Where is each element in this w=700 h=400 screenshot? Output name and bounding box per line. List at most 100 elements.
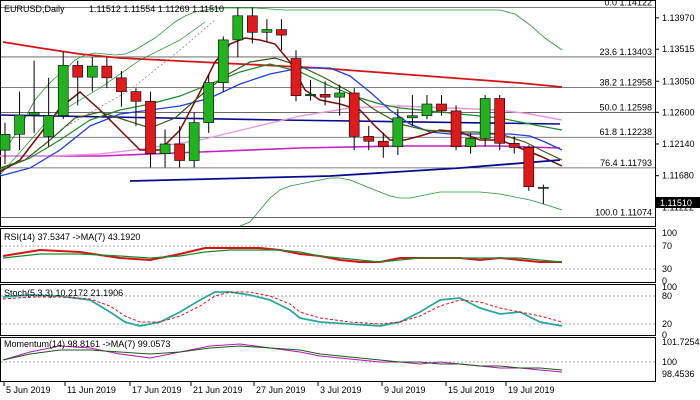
sub-axis-label: 20 xyxy=(662,319,672,329)
fib-level-label: 23.6 1.13403 xyxy=(599,47,652,57)
bull-candle xyxy=(203,82,214,123)
ma-olive xyxy=(0,57,563,169)
momentum-panel-frame xyxy=(0,337,656,382)
bear-candle xyxy=(377,140,389,148)
price-tick-label: 1.13515 xyxy=(662,44,695,54)
time-axis: 5 Jun 2019 11 Jun 2019 17 Jun 2019 21 Jun 2… xyxy=(3,382,555,395)
fib-labels: 0.0 1.14122 23.6 1.13403 38.2 1.12958 50.0 … xyxy=(595,0,652,217)
bull-candle xyxy=(261,29,273,33)
fib-level-label: 100.0 1.11074 xyxy=(595,207,652,217)
price-badge xyxy=(656,197,700,208)
time-tick-label: 15 Jul 2019 xyxy=(448,385,495,395)
rsi-line xyxy=(2,247,562,263)
bear-candle xyxy=(101,65,113,79)
fib-level-label: 38.2 1.12958 xyxy=(599,78,652,88)
ma-long-red xyxy=(2,41,563,88)
bull-candle xyxy=(538,187,549,189)
price-tick-label: 1.13970 xyxy=(662,13,695,23)
sub-axis-label: 101.7254 xyxy=(662,337,700,347)
bull-candle xyxy=(188,122,200,161)
time-tick-label: 27 Jun 2019 xyxy=(256,385,306,395)
lower-band-line xyxy=(239,177,563,227)
fib-level-label: 61.8 1.12238 xyxy=(599,127,652,137)
fib-level-label: 50.0 1.12598 xyxy=(599,102,652,112)
bear-candle xyxy=(363,136,375,142)
fibonacci-levels xyxy=(1,6,655,218)
price-tick-label: 1.13050 xyxy=(662,76,695,86)
bull-candle xyxy=(407,115,418,119)
fib-level-label: 76.4 1.11793 xyxy=(600,158,652,168)
time-tick-label: 19 Jul 2019 xyxy=(508,385,555,395)
bull-candle xyxy=(0,134,11,151)
time-tick-label: 17 Jun 2019 xyxy=(132,385,182,395)
bear-candle xyxy=(436,103,447,112)
bull-candle xyxy=(465,138,476,148)
uptrend-diagonal xyxy=(0,21,206,176)
sub-axis-label: 100 xyxy=(662,357,677,367)
bull-candle xyxy=(43,115,54,137)
bear-candle xyxy=(450,110,462,148)
bear-candle xyxy=(523,147,535,188)
navy-level xyxy=(0,114,561,125)
trend-line-lower xyxy=(129,159,561,182)
price-tick-label: 1.12600 xyxy=(662,107,695,117)
bear-candle xyxy=(174,143,185,161)
price-axis: 1.13970 1.13515 1.13050 1.12600 1.12140 1.116… xyxy=(655,13,695,212)
ohlc-readout: 1.11512 1.11554 1.11269 1.11510 xyxy=(89,4,224,14)
bear-candle xyxy=(130,91,142,102)
bull-candle xyxy=(421,103,433,117)
bull-candle xyxy=(87,65,98,78)
momentum-header: Momentum(14) 98.8161 ->MA(7) 99.0573 xyxy=(4,339,170,349)
rsi-ma-line xyxy=(2,249,563,263)
time-tick-label: 11 Jun 2019 xyxy=(67,385,116,395)
stoch-panel-frame xyxy=(0,284,656,336)
upper-band-line xyxy=(4,7,563,151)
fib-level-label: 0.0 1.14122 xyxy=(604,0,652,7)
bear-candle xyxy=(348,92,360,137)
bull-candle xyxy=(28,111,40,116)
price-tick-label: 1.11680 xyxy=(662,171,694,181)
sub-axis-label: 98.4536 xyxy=(662,369,695,379)
bear-candle xyxy=(145,100,156,154)
sub-axis-label: 100 xyxy=(662,228,677,238)
sub-axis-label: 0 xyxy=(662,276,667,286)
sub-axis-label: 0 xyxy=(662,330,667,340)
sub-axis-label: 30 xyxy=(662,264,672,274)
bull-candle xyxy=(479,98,491,139)
bull-candle xyxy=(392,117,404,148)
bull-candle xyxy=(305,94,316,97)
candlesticks xyxy=(0,7,549,204)
sub-axis-label: 70 xyxy=(662,241,672,251)
dotted-diagonal xyxy=(59,19,216,131)
price-tick-label: 1.12140 xyxy=(662,139,695,149)
bear-candle xyxy=(116,77,127,92)
price-panel-frame xyxy=(0,0,656,227)
time-tick-label: 5 Jun 2019 xyxy=(6,385,51,395)
bull-candle xyxy=(159,143,171,154)
sub-axis-label: 80 xyxy=(662,291,672,301)
stoch-header: Stoch(5,3,3) 10.2172 21.1906 xyxy=(4,288,123,298)
rsi-header: RSI(14) 37.5347 ->MA(7) 43.1920 xyxy=(4,232,140,242)
bear-candle xyxy=(508,142,520,148)
time-tick-label: 3 Jul 2019 xyxy=(320,385,362,395)
bear-candle xyxy=(319,94,331,98)
bear-candle xyxy=(276,29,287,36)
time-tick-label: 9 Jul 2019 xyxy=(384,385,426,395)
bull-candle xyxy=(232,15,244,41)
time-tick-label: 21 Jun 2019 xyxy=(193,385,243,395)
bear-candle xyxy=(72,65,84,78)
bull-candle xyxy=(217,39,229,83)
momentum-ma-line xyxy=(2,345,563,371)
stoch-signal-line xyxy=(2,291,563,325)
bull-candle xyxy=(57,65,69,117)
price-badge-text: 1.11510 xyxy=(660,198,692,208)
envelope-bands xyxy=(4,7,563,227)
bear-candle xyxy=(494,98,506,144)
sub-axis-label: 100 xyxy=(662,282,677,292)
bear-candle xyxy=(290,58,302,97)
symbol-label: EURUSD,Daily xyxy=(4,4,65,14)
bear-candle xyxy=(247,15,258,33)
stoch-main-line xyxy=(2,291,563,327)
